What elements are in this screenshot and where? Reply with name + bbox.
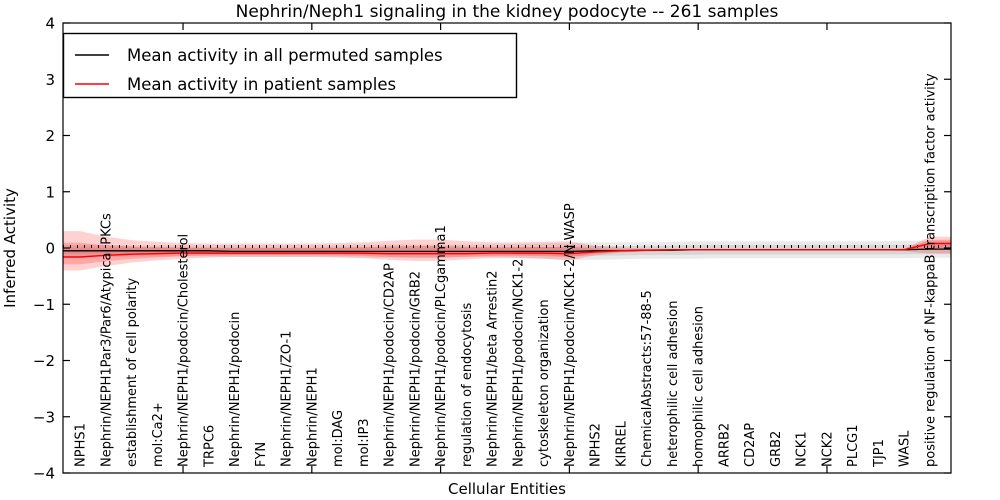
x-tick-label: positive regulation of NF-kappaB transcr… bbox=[924, 73, 939, 467]
y-tick-label: 1 bbox=[45, 183, 55, 201]
y-tick-label: 2 bbox=[45, 127, 55, 145]
x-tick-label: KIRREL bbox=[614, 420, 629, 467]
ticks-layer: −4 −3 −2 −1 0 1 2 3 4 bbox=[33, 15, 951, 483]
x-tick-label: NCK1 bbox=[795, 431, 810, 467]
x-tick-label: TRPC6 bbox=[202, 425, 217, 468]
x-tick-label: Nephrin/NEPH1/podocin/PLCgamma1 bbox=[434, 225, 449, 467]
y-tick-label: 0 bbox=[45, 240, 55, 258]
x-tick-label: TJP1 bbox=[872, 439, 887, 468]
x-axis-label: Cellular Entities bbox=[448, 480, 566, 498]
legend: Mean activity in all permuted samples Me… bbox=[62, 32, 518, 99]
x-tick-label: Nephrin/NEPH1/ZO-1 bbox=[280, 331, 295, 467]
x-tick-label: Nephrin/NEPH1Par3/Par6/Atypical PKCs bbox=[99, 213, 114, 467]
x-tick-label: NCK2 bbox=[820, 431, 835, 467]
x-tick-label: Nephrin/NEPH1/podocin/CD2AP bbox=[383, 263, 398, 467]
x-tick-label: NPHS1 bbox=[74, 423, 89, 467]
legend-label-permuted: Mean activity in all permuted samples bbox=[127, 46, 443, 65]
chart-title: Nephrin/Neph1 signaling in the kidney po… bbox=[236, 2, 779, 22]
x-tick-label: mol:DAG bbox=[331, 410, 346, 467]
x-tick-label: PLCG1 bbox=[846, 424, 861, 467]
x-tick-label: heterophilic cell adhesion bbox=[666, 301, 681, 468]
x-tick-label: Nephrin/NEPH1/podocin bbox=[228, 312, 243, 467]
x-tick-label: establishment of cell polarity bbox=[125, 278, 140, 467]
y-tick-label: −4 bbox=[33, 465, 55, 483]
patient-samples-range-inner bbox=[63, 239, 951, 265]
mean-line-patient bbox=[63, 242, 951, 258]
x-tick-label: NPHS2 bbox=[589, 423, 604, 467]
x-tick-label: ARRB2 bbox=[717, 423, 732, 467]
y-tick-label: 3 bbox=[45, 71, 55, 89]
x-tick-labels: NPHS1 Nephrin/NEPH1Par3/Par6/Atypical PKC… bbox=[74, 73, 939, 468]
x-tick-label: Nephrin/NEPH1/podocin/GRB2 bbox=[408, 271, 423, 467]
x-tick-label: Nephrin/NEPH1 bbox=[305, 367, 320, 467]
y-tick-label: −1 bbox=[33, 296, 55, 314]
x-tick-label: regulation of endocytosis bbox=[460, 302, 475, 467]
x-tick-label: WASL bbox=[898, 430, 913, 467]
x-tick-label: CD2AP bbox=[743, 423, 758, 467]
y-tick-label: −2 bbox=[33, 352, 55, 370]
legend-label-patient: Mean activity in patient samples bbox=[127, 75, 396, 94]
plot-frame bbox=[62, 22, 952, 474]
x-tick-label: cytoskeleton organization bbox=[537, 299, 552, 467]
legend-box bbox=[62, 32, 518, 99]
y-axis-label: Inferred Activity bbox=[1, 188, 19, 308]
y-tick-label: −3 bbox=[33, 408, 55, 426]
x-tick-label: Nephrin/NEPH1/podocin/NCK1-2 bbox=[511, 259, 526, 467]
x-tick-label: mol:IP3 bbox=[357, 418, 372, 467]
x-tick-label: mol:Ca2+ bbox=[151, 402, 166, 467]
x-tick-label: ChemicalAbstracts:57-88-5 bbox=[640, 290, 655, 467]
y-tick-label: 4 bbox=[45, 15, 55, 33]
x-tick-label: FYN bbox=[254, 442, 269, 467]
lines-layer bbox=[63, 242, 951, 258]
x-tick-label: Nephrin/NEPH1/beta Arrestin2 bbox=[486, 271, 501, 468]
x-tick-label: Nephrin/NEPH1/podocin/Cholesterol bbox=[177, 234, 192, 467]
x-tick-label: GRB2 bbox=[769, 431, 784, 467]
x-tick-label: homophilic cell adhesion bbox=[692, 306, 707, 467]
x-tick-label: Nephrin/NEPH1/podocin/NCK1-2/N-WASP bbox=[563, 203, 578, 467]
